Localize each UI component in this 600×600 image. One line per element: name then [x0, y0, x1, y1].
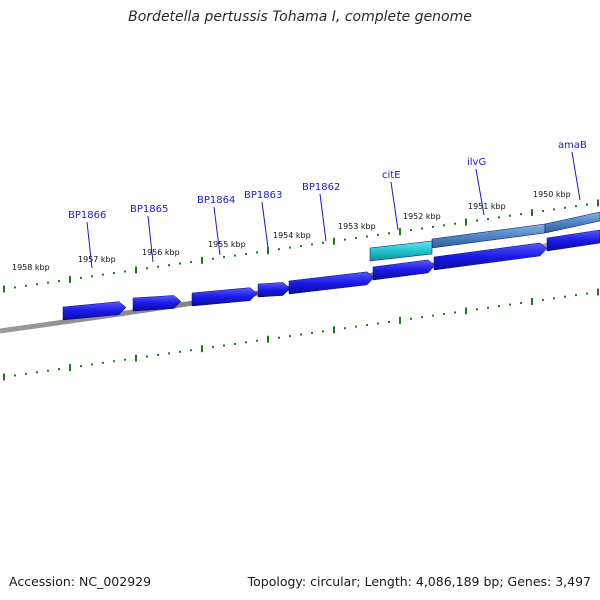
scale-label: 1956 kbp [142, 248, 180, 257]
scale-label: 1953 kbp [338, 222, 376, 231]
accession-text: Accession: NC_002929 [9, 574, 152, 589]
gene-leader-line [475, 168, 485, 216]
gene-leader-line [319, 193, 327, 242]
gene-label[interactable]: amaB [558, 140, 587, 151]
gene-leader-line [390, 181, 399, 231]
gene-leader-line [571, 151, 581, 201]
gene-leader-line [86, 221, 93, 269]
scale-label: 1951 kbp [468, 202, 506, 211]
inner-scale-ticks [3, 288, 599, 381]
genome-summary-text: Topology: circular; Length: 4,086,189 bp… [247, 574, 591, 589]
genome-title: Bordetella pertussis Tohama I, complete … [128, 9, 472, 25]
gene-label[interactable]: BP1865 [130, 204, 168, 215]
scale-label: 1957 kbp [78, 255, 116, 264]
gene-leader-line [261, 201, 269, 249]
scale-label: 1955 kbp [208, 240, 246, 249]
gene-label[interactable]: BP1864 [197, 195, 235, 206]
scale-label: 1950 kbp [533, 190, 571, 199]
gene-label[interactable]: BP1862 [302, 182, 340, 193]
gene-label[interactable]: ilvG [467, 157, 486, 168]
gene-arrow [288, 271, 375, 295]
gene-arrow [62, 301, 127, 321]
scale-label: 1954 kbp [273, 231, 311, 240]
gene-arrow [372, 259, 436, 281]
gene-arrow-highlighted [369, 240, 433, 262]
gene-arrow [257, 282, 291, 298]
scale-label: 1952 kbp [403, 212, 441, 221]
gene-label[interactable]: BP1866 [68, 210, 106, 221]
gene-arrow [546, 229, 600, 252]
gene-label[interactable]: citE [382, 170, 401, 181]
gene-arrow [433, 242, 548, 271]
scale-label: 1958 kbp [12, 263, 50, 272]
outer-scale-ticks [3, 199, 599, 293]
gene-arrow [132, 295, 182, 312]
gene-arrow [544, 211, 600, 234]
gene-leader-line [147, 215, 154, 263]
gene-label[interactable]: BP1863 [244, 190, 282, 201]
gene-leader-line [213, 206, 221, 256]
gene-arrow [191, 287, 258, 307]
